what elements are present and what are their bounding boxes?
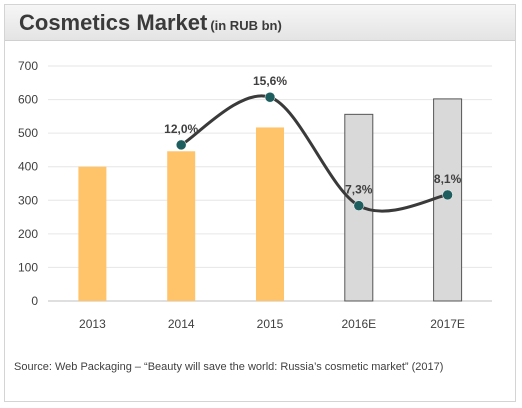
y-tick-label: 700 [18,59,38,73]
y-tick-label: 600 [18,93,38,107]
y-tick-label: 200 [18,227,38,241]
bar-2013 [78,166,107,301]
chart-title: Cosmetics Market (in RUB bn) [19,10,282,36]
growth-label: 15,6% [253,74,287,88]
chart-subtitle: (in RUB bn) [210,18,282,33]
title-bar: Cosmetics Market (in RUB bn) [5,5,515,41]
growth-label: 8,1% [434,172,462,186]
growth-line [180,94,448,213]
growth-labels: 12,0% 15,6% 7,3% 8,1% [164,74,461,196]
growth-markers [175,91,453,211]
bar-2014 [167,151,196,301]
x-tick-label: 2015 [257,317,284,331]
x-tick-label: 2016E [341,317,376,331]
y-tick-label: 400 [18,160,38,174]
x-tick-label: 2017E [430,317,465,331]
source-note: Source: Web Packaging – “Beauty will sav… [14,361,444,373]
growth-label: 12,0% [164,122,198,136]
chart-title-text: Cosmetics Market [19,10,208,35]
y-tick-label: 500 [18,126,38,140]
y-axis-ticks: 0 100 200 300 400 500 600 700 [18,59,38,308]
growth-marker [442,189,453,201]
bars [78,98,463,302]
growth-marker [175,139,187,151]
x-tick-label: 2014 [168,317,195,331]
growth-marker [264,91,276,103]
growth-label: 7,3% [345,183,373,197]
growth-marker [353,200,365,211]
x-axis-ticks: 2013 2014 2015 2016E 2017E [79,317,465,331]
growth-line-path [180,94,448,213]
x-tick-label: 2013 [79,317,106,331]
y-tick-label: 100 [18,260,38,274]
y-tick-label: 300 [18,193,38,207]
y-tick-label: 0 [31,294,38,308]
bar-2015 [256,127,284,301]
